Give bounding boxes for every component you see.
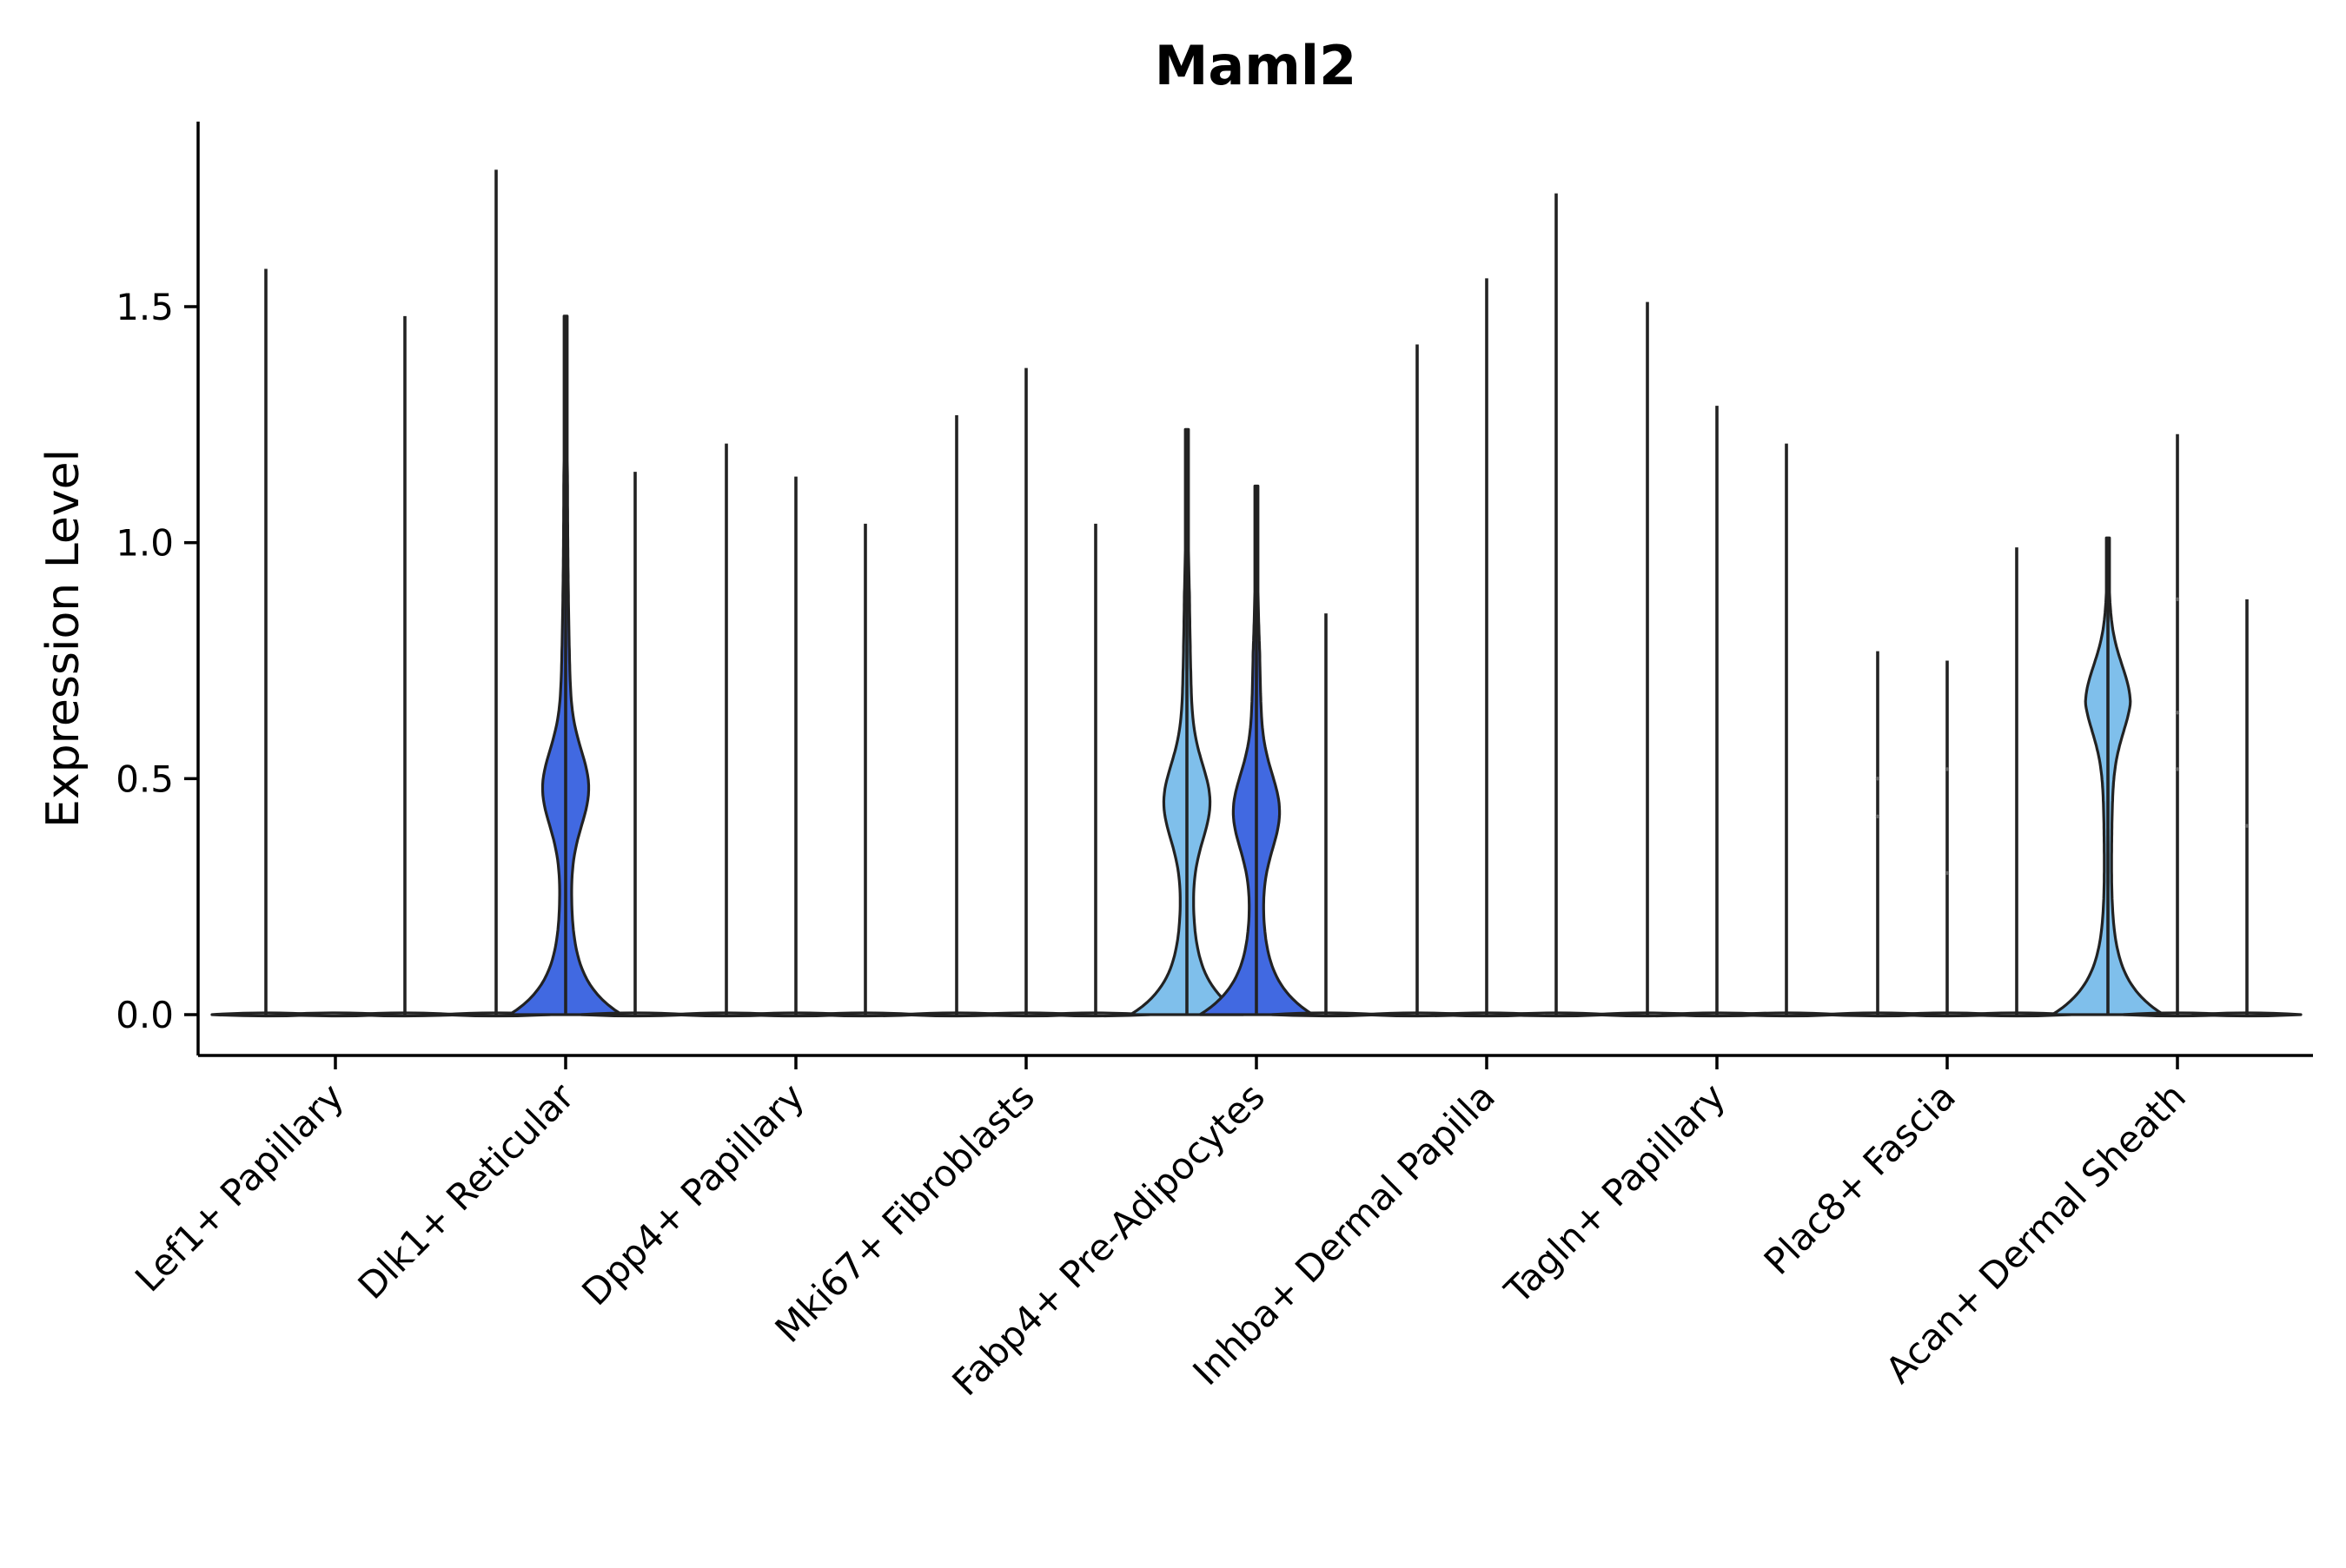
violin-group — [901, 414, 1012, 1018]
violin-group — [580, 472, 691, 1018]
jitter-point — [2175, 711, 2180, 715]
violins-layer — [210, 169, 2303, 1018]
x-tick-label: Dlk1+ Reticular — [350, 1075, 583, 1307]
violin-group — [1822, 651, 1933, 1018]
violin-group — [671, 443, 782, 1018]
y-ticks: 0.0 0.5 1.0 1.5 — [116, 286, 198, 1036]
y-axis-label: Expression Level — [37, 449, 89, 828]
violin-group — [349, 315, 461, 1018]
jitter-point — [2175, 597, 2180, 602]
y-tick-label: 1.0 — [116, 522, 174, 565]
violin-group — [2191, 599, 2303, 1018]
violin-group — [441, 169, 552, 1018]
violin-group — [2122, 433, 2233, 1018]
violin-group — [1892, 660, 2003, 1018]
violin-group — [2051, 536, 2165, 1016]
violin-group — [1431, 278, 1542, 1018]
violin-group — [1961, 547, 2072, 1018]
x-tick-label: Plac8+ Fascia — [1756, 1075, 1964, 1282]
violin-group — [810, 523, 921, 1018]
violin-group — [1198, 484, 1315, 1016]
jitter-point — [1945, 767, 1950, 771]
y-tick-label: 0.0 — [116, 994, 174, 1036]
jitter-point — [2244, 824, 2250, 828]
violin-group — [1270, 613, 1382, 1018]
violin-group — [210, 268, 321, 1018]
jitter-point — [1945, 870, 1950, 876]
x-tick-label: Lef1+ Papillary — [127, 1075, 352, 1300]
violin-group — [740, 476, 852, 1018]
jitter-point — [1875, 814, 1880, 818]
chart-title: Maml2 — [1155, 34, 1357, 97]
jitter-point — [2175, 767, 2180, 771]
y-tick-label: 0.5 — [116, 758, 174, 800]
x-tick-label: Mki67+ Fibroblasts — [767, 1075, 1043, 1350]
violin-group — [1040, 523, 1151, 1018]
violin-group — [1129, 427, 1245, 1016]
jitter-point — [1875, 777, 1880, 781]
y-tick-label: 1.5 — [116, 286, 174, 328]
violin-group — [971, 367, 1082, 1018]
x-tick-label: Tagln+ Papillary — [1496, 1075, 1733, 1312]
violin-group — [1592, 301, 1703, 1018]
violin-group — [1362, 344, 1473, 1018]
violin-group — [1501, 193, 1612, 1018]
violin-group — [507, 314, 624, 1016]
x-tick-label: Dpp4+ Papillary — [573, 1075, 812, 1313]
violin-group — [1661, 406, 1773, 1018]
violin-group — [1731, 443, 1842, 1018]
